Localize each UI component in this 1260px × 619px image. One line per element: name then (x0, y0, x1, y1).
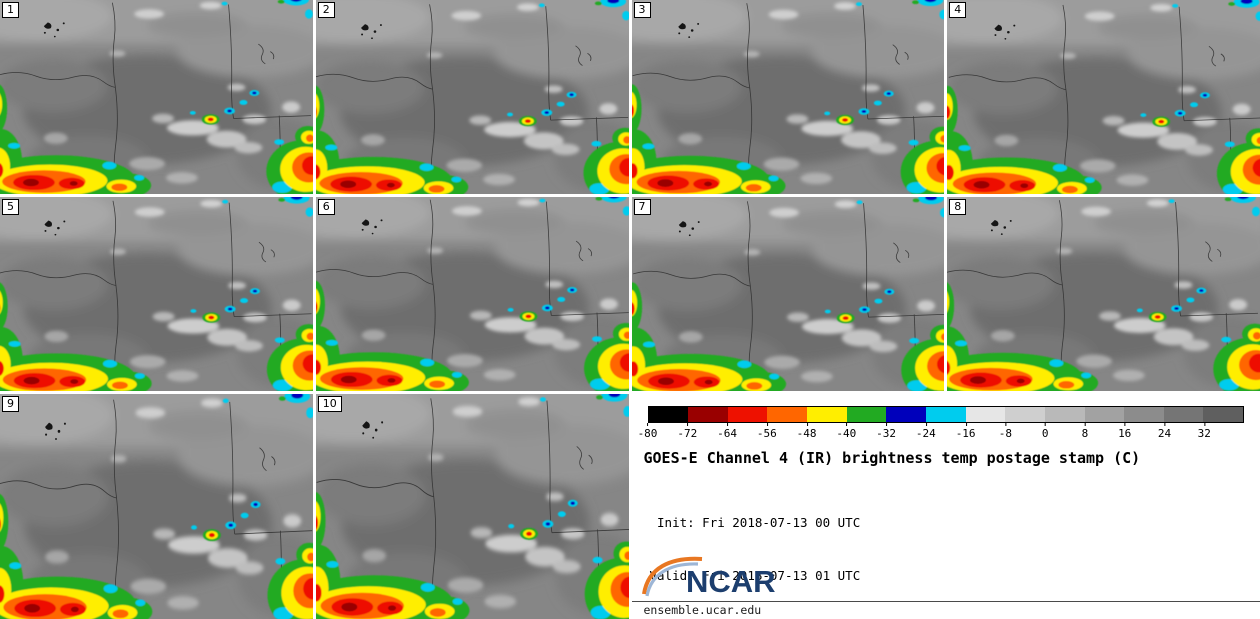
colorbar-segment (1203, 407, 1244, 422)
site-url: ensemble.ucar.edu (643, 603, 762, 617)
colorbar-tick-label: -64 (717, 423, 737, 440)
ir-satellite-map (316, 0, 629, 194)
ir-satellite-map (0, 0, 313, 194)
colorbar-tick-label: -56 (756, 423, 777, 440)
colorbar-segment (1084, 407, 1125, 422)
colorbar-tick-label: 0 (1041, 423, 1049, 440)
ir-satellite-map (947, 0, 1260, 194)
panel-number: 4 (949, 2, 967, 18)
ensemble-member-panel: 1 (0, 0, 313, 194)
colorbar-segment (846, 407, 887, 422)
colorbar-segment (1124, 407, 1164, 422)
colorbar-tick-label: 16 (1118, 423, 1132, 440)
colorbar-ticks: -80 -72 -64 -56 -48 -40 -32 -24 -16 -8 0 8 16 24 32 (638, 423, 1245, 441)
colorbar-tick-label: 24 (1157, 423, 1172, 440)
ir-satellite-map (632, 0, 945, 194)
ncar-logo-swoosh-blue-icon (644, 562, 698, 597)
ncar-logo-swoosh-orange-icon (641, 556, 702, 595)
colorbar-tick-label: -72 (677, 423, 698, 440)
ensemble-member-panel: 9 (0, 394, 313, 619)
ensemble-member-panel: 10 (315, 394, 629, 619)
ir-satellite-map (947, 197, 1260, 391)
colorbar-segment (1044, 407, 1085, 422)
panel-number: 2 (317, 2, 335, 18)
colorbar-segment (1163, 407, 1204, 422)
ncar-logo-text: NCAR (686, 564, 776, 598)
panel-number: 6 (317, 199, 335, 215)
product-info-panel: -80 -72 -64 -56 -48 -40 -32 -24 -16 -8 0 8 16 24 32 GO… (631, 394, 1260, 619)
panel-number: 9 (2, 396, 19, 412)
colorbar-tick-label: 8 (1081, 423, 1089, 440)
ir-satellite-map (316, 394, 629, 619)
colorbar-segment (688, 407, 728, 422)
ir-satellite-map (0, 394, 313, 619)
valid-time: Valid: Fri 2018-07-13 01 UTC (649, 567, 861, 583)
ensemble-member-panel: 2 (315, 0, 629, 194)
panel-number: 5 (2, 199, 19, 215)
ensemble-member-panel: 3 (631, 0, 945, 194)
colorbar-tick-label: -40 (836, 423, 857, 440)
panel-number: 3 (633, 2, 651, 18)
panel-number: 8 (949, 199, 967, 215)
colorbar (647, 406, 1244, 423)
footer-divider (631, 601, 1260, 602)
colorbar-segment (1005, 407, 1045, 422)
ir-satellite-map (316, 197, 629, 391)
colorbar-segment (767, 407, 808, 422)
init-time: Init: Fri 2018-07-13 00 UTC (649, 515, 861, 530)
ensemble-member-panel: 8 (947, 197, 1260, 391)
ensemble-member-panel: 5 (0, 197, 313, 391)
colorbar-tick-label: 32 (1197, 423, 1211, 440)
colorbar-wrap: -80 -72 -64 -56 -48 -40 -32 -24 -16 -8 0 8 16 24 32 (638, 406, 1245, 441)
colorbar-segment (727, 407, 768, 422)
colorbar-tick-label: -80 (637, 423, 658, 440)
ncar-logo: NCAR (641, 556, 776, 598)
colorbar-segment (886, 407, 926, 422)
colorbar-segment (807, 407, 847, 422)
ensemble-member-panel: 6 (315, 197, 629, 391)
colorbar-segment (648, 407, 689, 422)
init-valid-times: Init: Fri 2018-07-13 00 UTC Valid: Fri 2… (650, 479, 1253, 619)
colorbar-segment (965, 407, 1006, 422)
ensemble-member-panel: 4 (947, 0, 1260, 194)
colorbar-tick-label: -32 (876, 423, 897, 440)
ir-satellite-map (632, 197, 945, 391)
colorbar-tick-label: -16 (955, 423, 976, 440)
ir-satellite-map (0, 197, 313, 391)
colorbar-tick-label: -8 (998, 423, 1013, 440)
colorbar-tick-label: -48 (796, 423, 817, 440)
product-title: GOES-E Channel 4 (IR) brightness temp po… (643, 449, 1141, 467)
colorbar-tick-label: -24 (915, 423, 936, 440)
colorbar-segment (925, 407, 966, 422)
panel-number: 7 (633, 199, 651, 215)
panel-number: 10 (317, 396, 342, 412)
ensemble-member-panel: 7 (631, 197, 945, 391)
panel-number: 1 (2, 2, 19, 18)
